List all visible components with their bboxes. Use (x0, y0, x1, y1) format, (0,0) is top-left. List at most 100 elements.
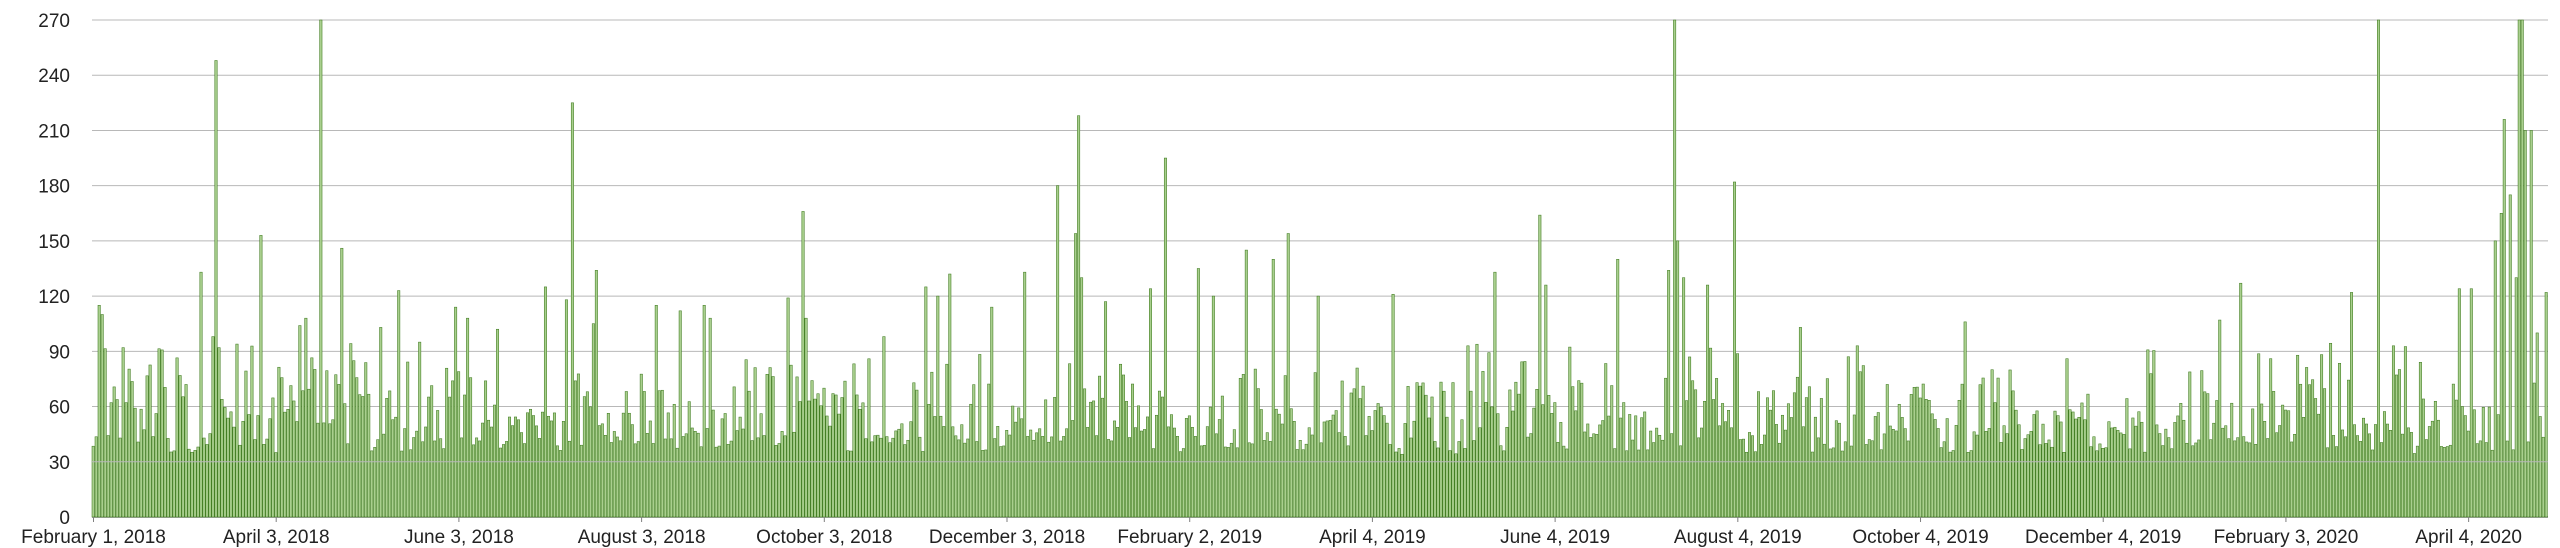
bar (1247, 442, 1251, 518)
bar (2388, 430, 2392, 518)
bar (2329, 342, 2333, 518)
bar (2134, 425, 2138, 518)
bar (1250, 443, 1254, 518)
bar (2119, 432, 2123, 518)
bar (930, 371, 934, 518)
bar (2113, 426, 2117, 518)
bar (1310, 434, 1314, 518)
bar (169, 451, 173, 518)
bar (2008, 369, 2012, 518)
bar (1795, 376, 1799, 518)
bar (2236, 437, 2240, 518)
bar (1849, 445, 1853, 518)
bar (1151, 448, 1155, 518)
bar (1349, 392, 1353, 518)
bar (1358, 398, 1362, 518)
bar (1394, 451, 1398, 518)
bar (1505, 426, 1509, 518)
bar (241, 421, 245, 518)
bar (2254, 443, 2258, 518)
bar (540, 411, 544, 518)
bar (1999, 442, 2003, 518)
bar (1038, 428, 1042, 518)
bar (1062, 436, 1066, 518)
bar (2188, 371, 2192, 518)
bar (526, 412, 529, 518)
bar (1277, 413, 1281, 518)
bar (1065, 428, 1069, 518)
bar (1487, 352, 1491, 518)
bar (1463, 448, 1467, 518)
bar (1924, 399, 1928, 518)
bar (2221, 427, 2225, 518)
bar (825, 415, 829, 518)
bar (2095, 450, 2099, 518)
bar (490, 426, 494, 518)
bar (1837, 422, 1841, 518)
bar (1092, 400, 1096, 518)
bar (960, 424, 964, 518)
bar (696, 432, 700, 518)
bar (600, 423, 604, 518)
bar (756, 437, 760, 518)
bar (789, 364, 793, 518)
bar (2341, 429, 2345, 518)
bar (1080, 277, 1084, 518)
bar (1933, 419, 1937, 518)
bar (1292, 421, 1296, 518)
bar (1634, 415, 1638, 518)
bar (2368, 433, 2371, 518)
bar (1688, 356, 1692, 518)
bar (2415, 445, 2419, 518)
bar (1271, 259, 1275, 518)
bar (2212, 422, 2216, 518)
bar (187, 448, 191, 518)
bar (1406, 386, 1410, 518)
bar (921, 451, 925, 518)
bar (109, 402, 113, 518)
bar (328, 423, 332, 518)
bar (514, 416, 517, 518)
bar (804, 317, 808, 518)
bar (1553, 402, 1557, 518)
bar (181, 396, 185, 518)
bar (2257, 353, 2261, 518)
bar (1930, 413, 1934, 518)
bar (1361, 385, 1365, 518)
bar (1613, 448, 1617, 518)
bar (1580, 382, 1584, 518)
bar (1475, 343, 1479, 518)
bar (2529, 130, 2533, 518)
bar (2005, 433, 2009, 518)
bar (1984, 431, 1988, 518)
bar (996, 426, 1000, 518)
bar (1226, 447, 1230, 518)
bar (1140, 430, 1143, 518)
bar (1442, 390, 1446, 518)
bar (723, 413, 727, 518)
bar (229, 411, 233, 518)
bar (2374, 424, 2377, 518)
bar (427, 396, 431, 518)
bar (813, 398, 817, 518)
bar (1975, 434, 1979, 518)
bar (2260, 403, 2264, 518)
bar (1128, 437, 1131, 518)
bar (1610, 385, 1614, 518)
bar (636, 441, 640, 518)
bar (2505, 440, 2509, 518)
x-tick-label: February 2, 2019 (1117, 527, 1262, 548)
bar (1089, 401, 1093, 518)
bar (837, 413, 841, 518)
bar (2457, 288, 2461, 518)
x-tick-label: June 3, 2018 (404, 527, 514, 548)
bar (1742, 438, 1745, 518)
bar (1763, 434, 1766, 518)
bar (711, 409, 715, 518)
bar (1086, 427, 1090, 518)
bar (591, 323, 595, 518)
bar (1727, 410, 1731, 518)
bar (1900, 417, 1904, 518)
bar (1190, 427, 1194, 518)
bar (2035, 410, 2039, 518)
